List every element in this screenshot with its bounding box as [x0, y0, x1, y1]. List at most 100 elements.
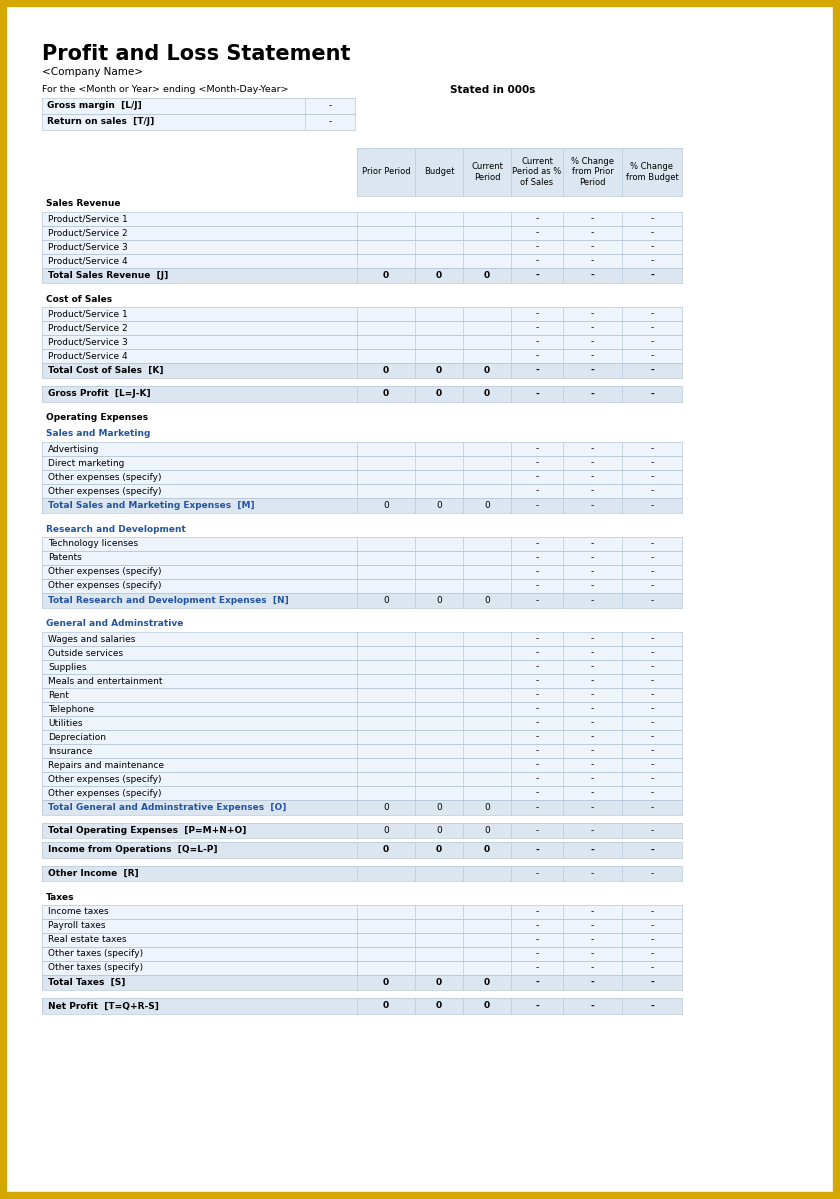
Text: Product/Service 2: Product/Service 2	[48, 229, 128, 237]
Text: -: -	[650, 540, 654, 548]
Bar	[42, 579, 682, 594]
Text: -: -	[535, 257, 538, 265]
Bar	[42, 225, 682, 240]
Bar	[42, 484, 682, 498]
Text: -: -	[591, 257, 594, 265]
Text: Total Taxes  [S]: Total Taxes [S]	[48, 978, 125, 987]
Text: Wages and salaries: Wages and salaries	[48, 634, 135, 644]
Text: 0: 0	[383, 501, 389, 510]
Text: 0: 0	[436, 271, 442, 281]
Text: Advertising: Advertising	[48, 445, 99, 453]
Text: -: -	[650, 445, 654, 453]
Text: Telephone: Telephone	[48, 705, 94, 713]
Text: -: -	[535, 649, 538, 657]
Text: 0: 0	[436, 826, 442, 835]
Text: -: -	[650, 978, 654, 987]
Text: -: -	[535, 1001, 539, 1011]
Bar	[42, 730, 682, 745]
Text: -: -	[650, 718, 654, 728]
Text: -: -	[650, 215, 654, 223]
Text: -: -	[535, 705, 538, 713]
Text: -: -	[591, 582, 594, 590]
Text: -: -	[591, 324, 594, 332]
Text: -: -	[535, 634, 538, 644]
Text: Total General and Adminstrative Expenses  [O]: Total General and Adminstrative Expenses…	[48, 803, 286, 812]
Text: 0: 0	[383, 366, 389, 375]
Text: -: -	[650, 554, 654, 562]
Text: -: -	[650, 760, 654, 770]
Bar	[42, 962, 682, 975]
Text: -: -	[591, 826, 594, 835]
Text: -: -	[591, 567, 594, 577]
Text: Utilities: Utilities	[48, 718, 82, 728]
Text: Rent: Rent	[48, 691, 69, 699]
Text: -: -	[328, 118, 332, 127]
Text: Real estate taxes: Real estate taxes	[48, 935, 127, 945]
Text: -: -	[650, 582, 654, 590]
Text: -: -	[650, 705, 654, 713]
Bar	[42, 456, 682, 470]
Text: -: -	[535, 789, 538, 797]
Text: 0: 0	[436, 978, 442, 987]
Bar	[42, 787, 682, 800]
Bar	[42, 335, 682, 349]
Text: -: -	[591, 922, 594, 930]
Text: -: -	[650, 845, 654, 855]
Bar	[42, 240, 682, 254]
Text: 0: 0	[484, 596, 490, 605]
Text: -: -	[650, 487, 654, 495]
Text: -: -	[535, 663, 538, 671]
Text: -: -	[535, 733, 538, 741]
Text: Total Cost of Sales  [K]: Total Cost of Sales [K]	[48, 366, 164, 375]
Text: -: -	[650, 908, 654, 916]
Text: -: -	[535, 803, 538, 812]
Text: 0: 0	[484, 366, 490, 375]
Text: 0: 0	[383, 978, 389, 987]
Bar	[42, 800, 682, 815]
Bar	[42, 212, 682, 225]
Text: -: -	[535, 324, 538, 332]
Text: -: -	[535, 582, 538, 590]
Text: -: -	[650, 691, 654, 699]
Text: -: -	[591, 309, 594, 319]
Text: -: -	[591, 366, 595, 375]
Text: 0: 0	[484, 826, 490, 835]
Text: -: -	[535, 760, 538, 770]
Text: Taxes: Taxes	[46, 892, 75, 902]
Bar	[42, 552, 682, 565]
Text: Gross Profit  [L=J-K]: Gross Profit [L=J-K]	[48, 390, 150, 398]
Text: -: -	[535, 922, 538, 930]
Text: -: -	[535, 487, 538, 495]
Text: -: -	[591, 760, 594, 770]
Text: -: -	[591, 390, 595, 398]
Text: -: -	[535, 908, 538, 916]
Text: Other expenses (specify): Other expenses (specify)	[48, 789, 161, 797]
Text: -: -	[650, 803, 654, 812]
Bar	[42, 594, 682, 608]
Bar	[42, 933, 682, 947]
Text: Profit and Loss Statement: Profit and Loss Statement	[42, 44, 350, 64]
Bar	[42, 537, 682, 552]
Text: -: -	[650, 649, 654, 657]
Bar	[42, 442, 682, 456]
Text: -: -	[591, 554, 594, 562]
Text: -: -	[650, 935, 654, 945]
Bar	[42, 674, 682, 688]
Bar	[42, 470, 682, 484]
Text: -: -	[650, 257, 654, 265]
Text: 0: 0	[383, 1001, 389, 1011]
Text: -: -	[535, 845, 539, 855]
Text: -: -	[650, 775, 654, 783]
Text: -: -	[650, 869, 654, 878]
Text: -: -	[535, 215, 538, 223]
Text: -: -	[591, 540, 594, 548]
Text: Outside services: Outside services	[48, 649, 123, 657]
Text: % Change
from Budget: % Change from Budget	[626, 162, 679, 182]
Text: -: -	[535, 390, 539, 398]
Bar	[42, 772, 682, 787]
Text: -: -	[591, 691, 594, 699]
Bar	[42, 646, 682, 659]
Text: Prior Period: Prior Period	[362, 168, 410, 176]
Text: -: -	[650, 596, 654, 605]
Text: Supplies: Supplies	[48, 663, 87, 671]
